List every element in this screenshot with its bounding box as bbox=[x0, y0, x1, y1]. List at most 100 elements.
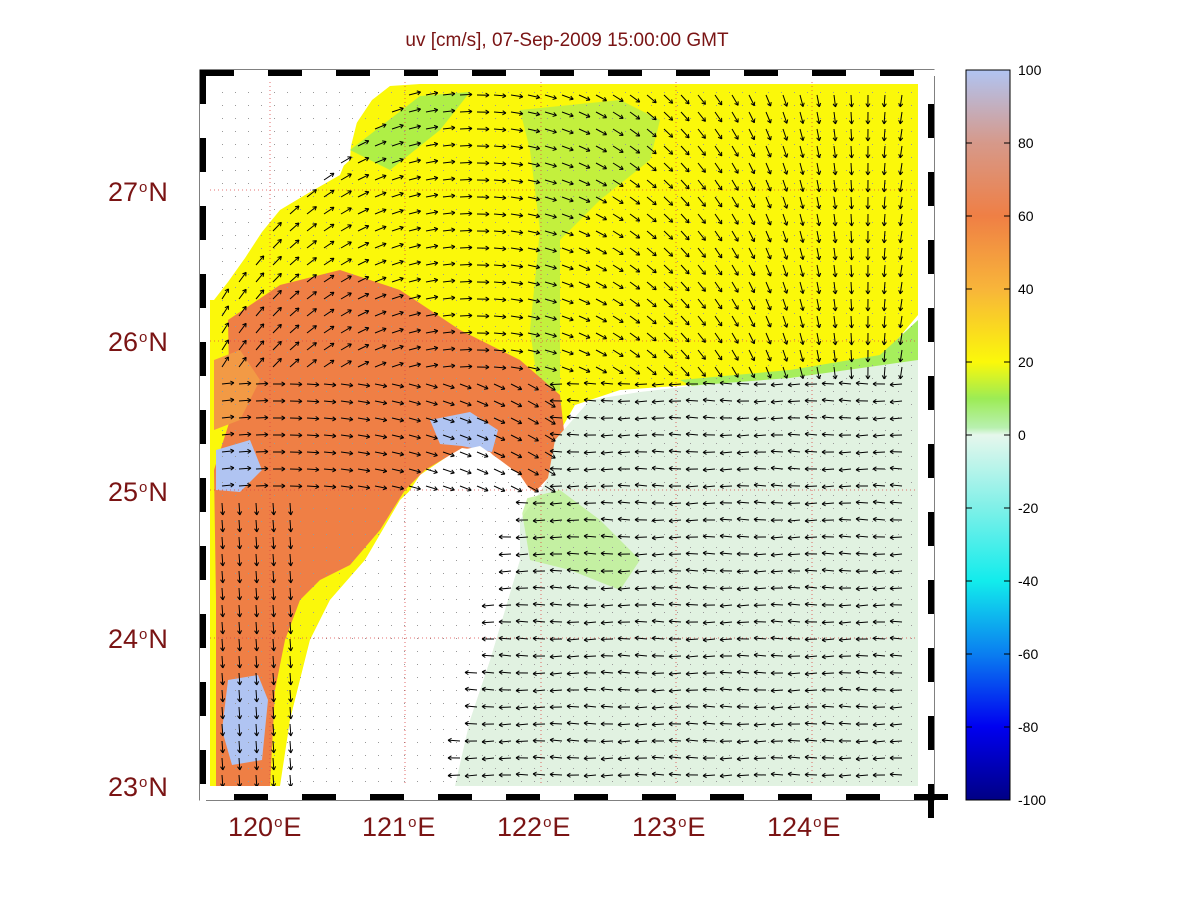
velocity-arrow bbox=[374, 208, 387, 215]
arrow-head bbox=[366, 191, 370, 196]
grid-dot bbox=[261, 729, 262, 730]
grid-dot bbox=[638, 755, 639, 756]
velocity-arrow bbox=[221, 356, 229, 368]
grid-dot bbox=[378, 612, 379, 613]
grid-dot bbox=[352, 703, 353, 704]
arrow-head bbox=[515, 554, 520, 558]
arrow-head bbox=[498, 552, 503, 556]
arrow-head bbox=[416, 243, 421, 246]
grid-dot bbox=[898, 378, 899, 379]
frame-segment bbox=[778, 70, 812, 76]
velocity-arrow bbox=[527, 383, 539, 391]
velocity-arrow bbox=[255, 340, 265, 351]
grid-dot bbox=[404, 118, 405, 119]
grid-dot bbox=[534, 157, 535, 158]
arrow-head bbox=[224, 288, 229, 292]
arrow-head bbox=[566, 381, 571, 385]
arrow-head bbox=[383, 451, 388, 455]
arrow-head bbox=[549, 448, 554, 452]
grid-dot bbox=[573, 612, 574, 613]
grid-dot bbox=[833, 703, 834, 704]
grid-dot bbox=[794, 768, 795, 769]
arrow-head bbox=[485, 264, 490, 268]
arrow-head bbox=[447, 737, 452, 741]
arrow-head bbox=[451, 331, 456, 335]
grid-dot bbox=[391, 508, 392, 509]
arrow-head bbox=[587, 368, 591, 373]
grid-dot bbox=[417, 625, 418, 626]
grid-dot bbox=[391, 482, 392, 483]
grid-dot bbox=[560, 521, 561, 522]
grid-dot bbox=[261, 664, 262, 665]
grid-dot bbox=[547, 417, 548, 418]
velocity-arrow bbox=[340, 417, 353, 421]
velocity-arrow bbox=[459, 417, 472, 423]
grid-dot bbox=[638, 599, 639, 600]
grid-dot bbox=[859, 313, 860, 314]
velocity-arrow bbox=[481, 774, 495, 777]
grid-dot bbox=[443, 248, 444, 249]
grid-dot bbox=[261, 261, 262, 262]
grid-dot bbox=[820, 326, 821, 327]
velocity-arrow bbox=[323, 189, 335, 198]
grid-dot bbox=[677, 651, 678, 652]
arrow-head bbox=[536, 437, 539, 442]
grid-dot bbox=[456, 248, 457, 249]
arrow-head bbox=[383, 311, 387, 315]
grid-dot bbox=[703, 482, 704, 483]
grid-dot bbox=[612, 586, 613, 587]
grid-dot bbox=[404, 729, 405, 730]
grid-dot bbox=[651, 469, 652, 470]
grid-dot bbox=[781, 456, 782, 457]
arrow-head bbox=[264, 381, 269, 384]
grid-dot bbox=[742, 625, 743, 626]
grid-dot bbox=[729, 157, 730, 158]
arrow-head bbox=[451, 212, 456, 216]
velocity-arrow bbox=[578, 332, 591, 339]
grid-dot bbox=[807, 118, 808, 119]
arrow-head bbox=[259, 306, 264, 309]
grid-dot bbox=[872, 677, 873, 678]
grid-dot bbox=[456, 586, 457, 587]
grid-dot bbox=[781, 118, 782, 119]
grid-dot bbox=[222, 118, 223, 119]
grid-dot bbox=[443, 495, 444, 496]
arrow-head bbox=[247, 380, 252, 384]
arrow-head bbox=[451, 161, 456, 165]
arrow-head bbox=[481, 741, 486, 745]
grid-dot bbox=[651, 430, 652, 431]
arrow-head bbox=[566, 654, 571, 658]
arrow-head bbox=[416, 454, 421, 457]
grid-dot bbox=[534, 534, 535, 535]
arrow-head bbox=[569, 217, 574, 220]
grid-dot bbox=[755, 144, 756, 145]
grid-dot bbox=[794, 716, 795, 717]
grid-dot bbox=[794, 105, 795, 106]
arrow-head bbox=[237, 664, 241, 669]
arrow-head bbox=[481, 775, 486, 779]
grid-dot bbox=[872, 755, 873, 756]
grid-dot bbox=[560, 586, 561, 587]
grid-dot bbox=[794, 391, 795, 392]
grid-dot bbox=[508, 742, 509, 743]
arrow-head bbox=[382, 174, 387, 176]
grid-dot bbox=[625, 105, 626, 106]
grid-dot bbox=[521, 482, 522, 483]
grid-dot bbox=[794, 560, 795, 561]
grid-dot bbox=[508, 456, 509, 457]
arrow-head bbox=[587, 96, 591, 101]
grid-dot bbox=[846, 651, 847, 652]
arrow-head bbox=[566, 503, 571, 507]
grid-dot bbox=[365, 313, 366, 314]
velocity-arrow bbox=[465, 705, 478, 708]
grid-dot bbox=[339, 144, 340, 145]
grid-dot bbox=[443, 352, 444, 353]
grid-dot bbox=[391, 209, 392, 210]
grid-dot bbox=[521, 677, 522, 678]
arrow-head bbox=[468, 313, 473, 316]
grid-dot bbox=[365, 495, 366, 496]
grid-dot bbox=[820, 235, 821, 236]
grid-dot bbox=[521, 287, 522, 288]
grid-dot bbox=[638, 274, 639, 275]
grid-dot bbox=[573, 352, 574, 353]
